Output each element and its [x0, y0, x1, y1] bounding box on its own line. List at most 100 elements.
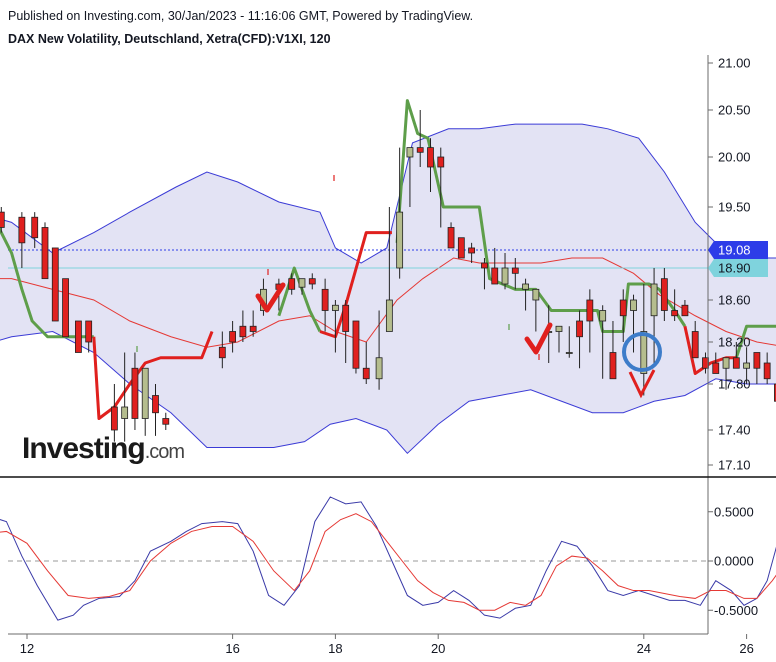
candle-body: [298, 278, 306, 288]
supertrend-up-line: [734, 324, 776, 359]
time-tick-label: 20: [431, 641, 445, 656]
candle-body: [0, 211, 5, 228]
candle-body: [229, 331, 237, 343]
candle-body: [481, 262, 488, 269]
candle-body: [468, 247, 476, 254]
price-pane: Investing.com: [0, 99, 776, 465]
candle-body: [501, 267, 509, 285]
time-tick-label: 16: [225, 641, 239, 656]
price-tick-label: 17.80: [718, 377, 751, 392]
reference-price-badge: 18.90: [708, 259, 768, 277]
candle-body: [141, 367, 149, 419]
osc-tick-label: -0.5000: [714, 603, 758, 618]
reference-price-badge-text: 18.90: [718, 261, 751, 276]
candle-body: [555, 325, 563, 332]
candle-body: [406, 147, 414, 158]
candle-body: [457, 237, 465, 259]
candle-body: [51, 247, 59, 322]
publication-line: Published on Investing.com, 30/Jan/2023 …: [8, 9, 474, 23]
candle-body: [576, 320, 583, 338]
supertrend-up-line: [277, 266, 322, 333]
price-tick-label: 21.00: [718, 56, 751, 71]
candle-body: [218, 346, 226, 359]
candle-body: [712, 362, 720, 374]
highlight-circle-annotation: [622, 332, 662, 372]
candle-body: [522, 283, 529, 290]
bollinger-lower-line: [0, 330, 776, 455]
candle-body: [249, 325, 257, 332]
candle-body: [331, 304, 339, 311]
candle-body: [427, 147, 434, 168]
candle-body: [565, 352, 573, 354]
candle-body: [342, 304, 350, 332]
supertrend-down-line: [92, 330, 214, 420]
candle-body: [85, 320, 93, 343]
supertrend-down-line: [319, 231, 392, 339]
osc-tick-label: 0.5000: [714, 504, 754, 519]
time-tick-label: 26: [739, 641, 753, 656]
candle-body: [640, 331, 648, 374]
candle-body: [31, 216, 39, 239]
candle-body: [722, 357, 730, 369]
candle-body: [396, 211, 404, 269]
candle-body: [162, 418, 170, 425]
candle-body: [110, 406, 118, 431]
candle-body: [437, 156, 445, 168]
check-mark-annotation: [524, 322, 553, 355]
last-price-badge: 19.08: [708, 241, 768, 259]
candle-body: [671, 310, 679, 317]
supertrend-down-line: [683, 325, 737, 375]
candle-body: [681, 304, 689, 317]
price-tick-label: 17.10: [718, 458, 751, 473]
candle-body: [599, 310, 607, 322]
candle-body: [239, 325, 247, 338]
candle-body: [753, 352, 761, 369]
bollinger-upper-line: [0, 123, 776, 264]
reference-price-badge-bg: [708, 259, 768, 277]
investing-watermark: Investing.com: [22, 432, 184, 465]
candle-body: [447, 227, 455, 249]
chart-symbol-title: DAX New Volatility, Deutschland, Xetra(C…: [8, 32, 331, 46]
candle-body: [121, 406, 129, 419]
candle-body: [288, 278, 296, 290]
oscillator-pane: [0, 496, 776, 621]
osc-tick-label: 0.0000: [714, 554, 754, 569]
candle-body: [352, 320, 360, 369]
candle-body: [375, 357, 383, 380]
candle-body: [660, 278, 668, 311]
oscillator-fast-line: [0, 496, 776, 621]
candle-body: [18, 216, 26, 244]
candle-body: [691, 331, 699, 359]
candle-body: [511, 267, 519, 274]
candle-body: [743, 362, 750, 369]
candle-body: [321, 288, 329, 311]
oscillator-slow-line: [0, 513, 776, 611]
candle-body: [41, 227, 49, 280]
candle-body: [75, 320, 82, 353]
candle-body: [416, 147, 424, 153]
last-price-badge-text: 19.08: [718, 243, 751, 258]
candle-body: [763, 362, 771, 380]
candle-body: [385, 299, 393, 332]
time-tick-label: 24: [637, 641, 651, 656]
price-tick-label: 20.50: [718, 103, 751, 118]
v-marker-annotation: [628, 369, 656, 399]
candle-body: [609, 352, 617, 380]
candle-body: [62, 278, 69, 338]
bollinger-middle-line: [0, 257, 776, 348]
price-tick-label: 18.20: [718, 335, 751, 350]
candle-body: [491, 267, 499, 285]
time-tick-label: 12: [20, 641, 34, 656]
price-tick-label: 19.50: [718, 200, 751, 215]
candle-body: [650, 283, 658, 317]
candle-body: [308, 278, 316, 285]
check-mark-annotation: [255, 282, 286, 313]
candle-body: [152, 395, 159, 414]
candle-body: [532, 288, 540, 301]
price-tick-label: 20.00: [718, 150, 751, 165]
time-tick-label: 18: [328, 641, 342, 656]
candle-body: [586, 299, 594, 322]
candle-body: [732, 357, 740, 369]
bollinger-band-fill: [0, 124, 776, 454]
